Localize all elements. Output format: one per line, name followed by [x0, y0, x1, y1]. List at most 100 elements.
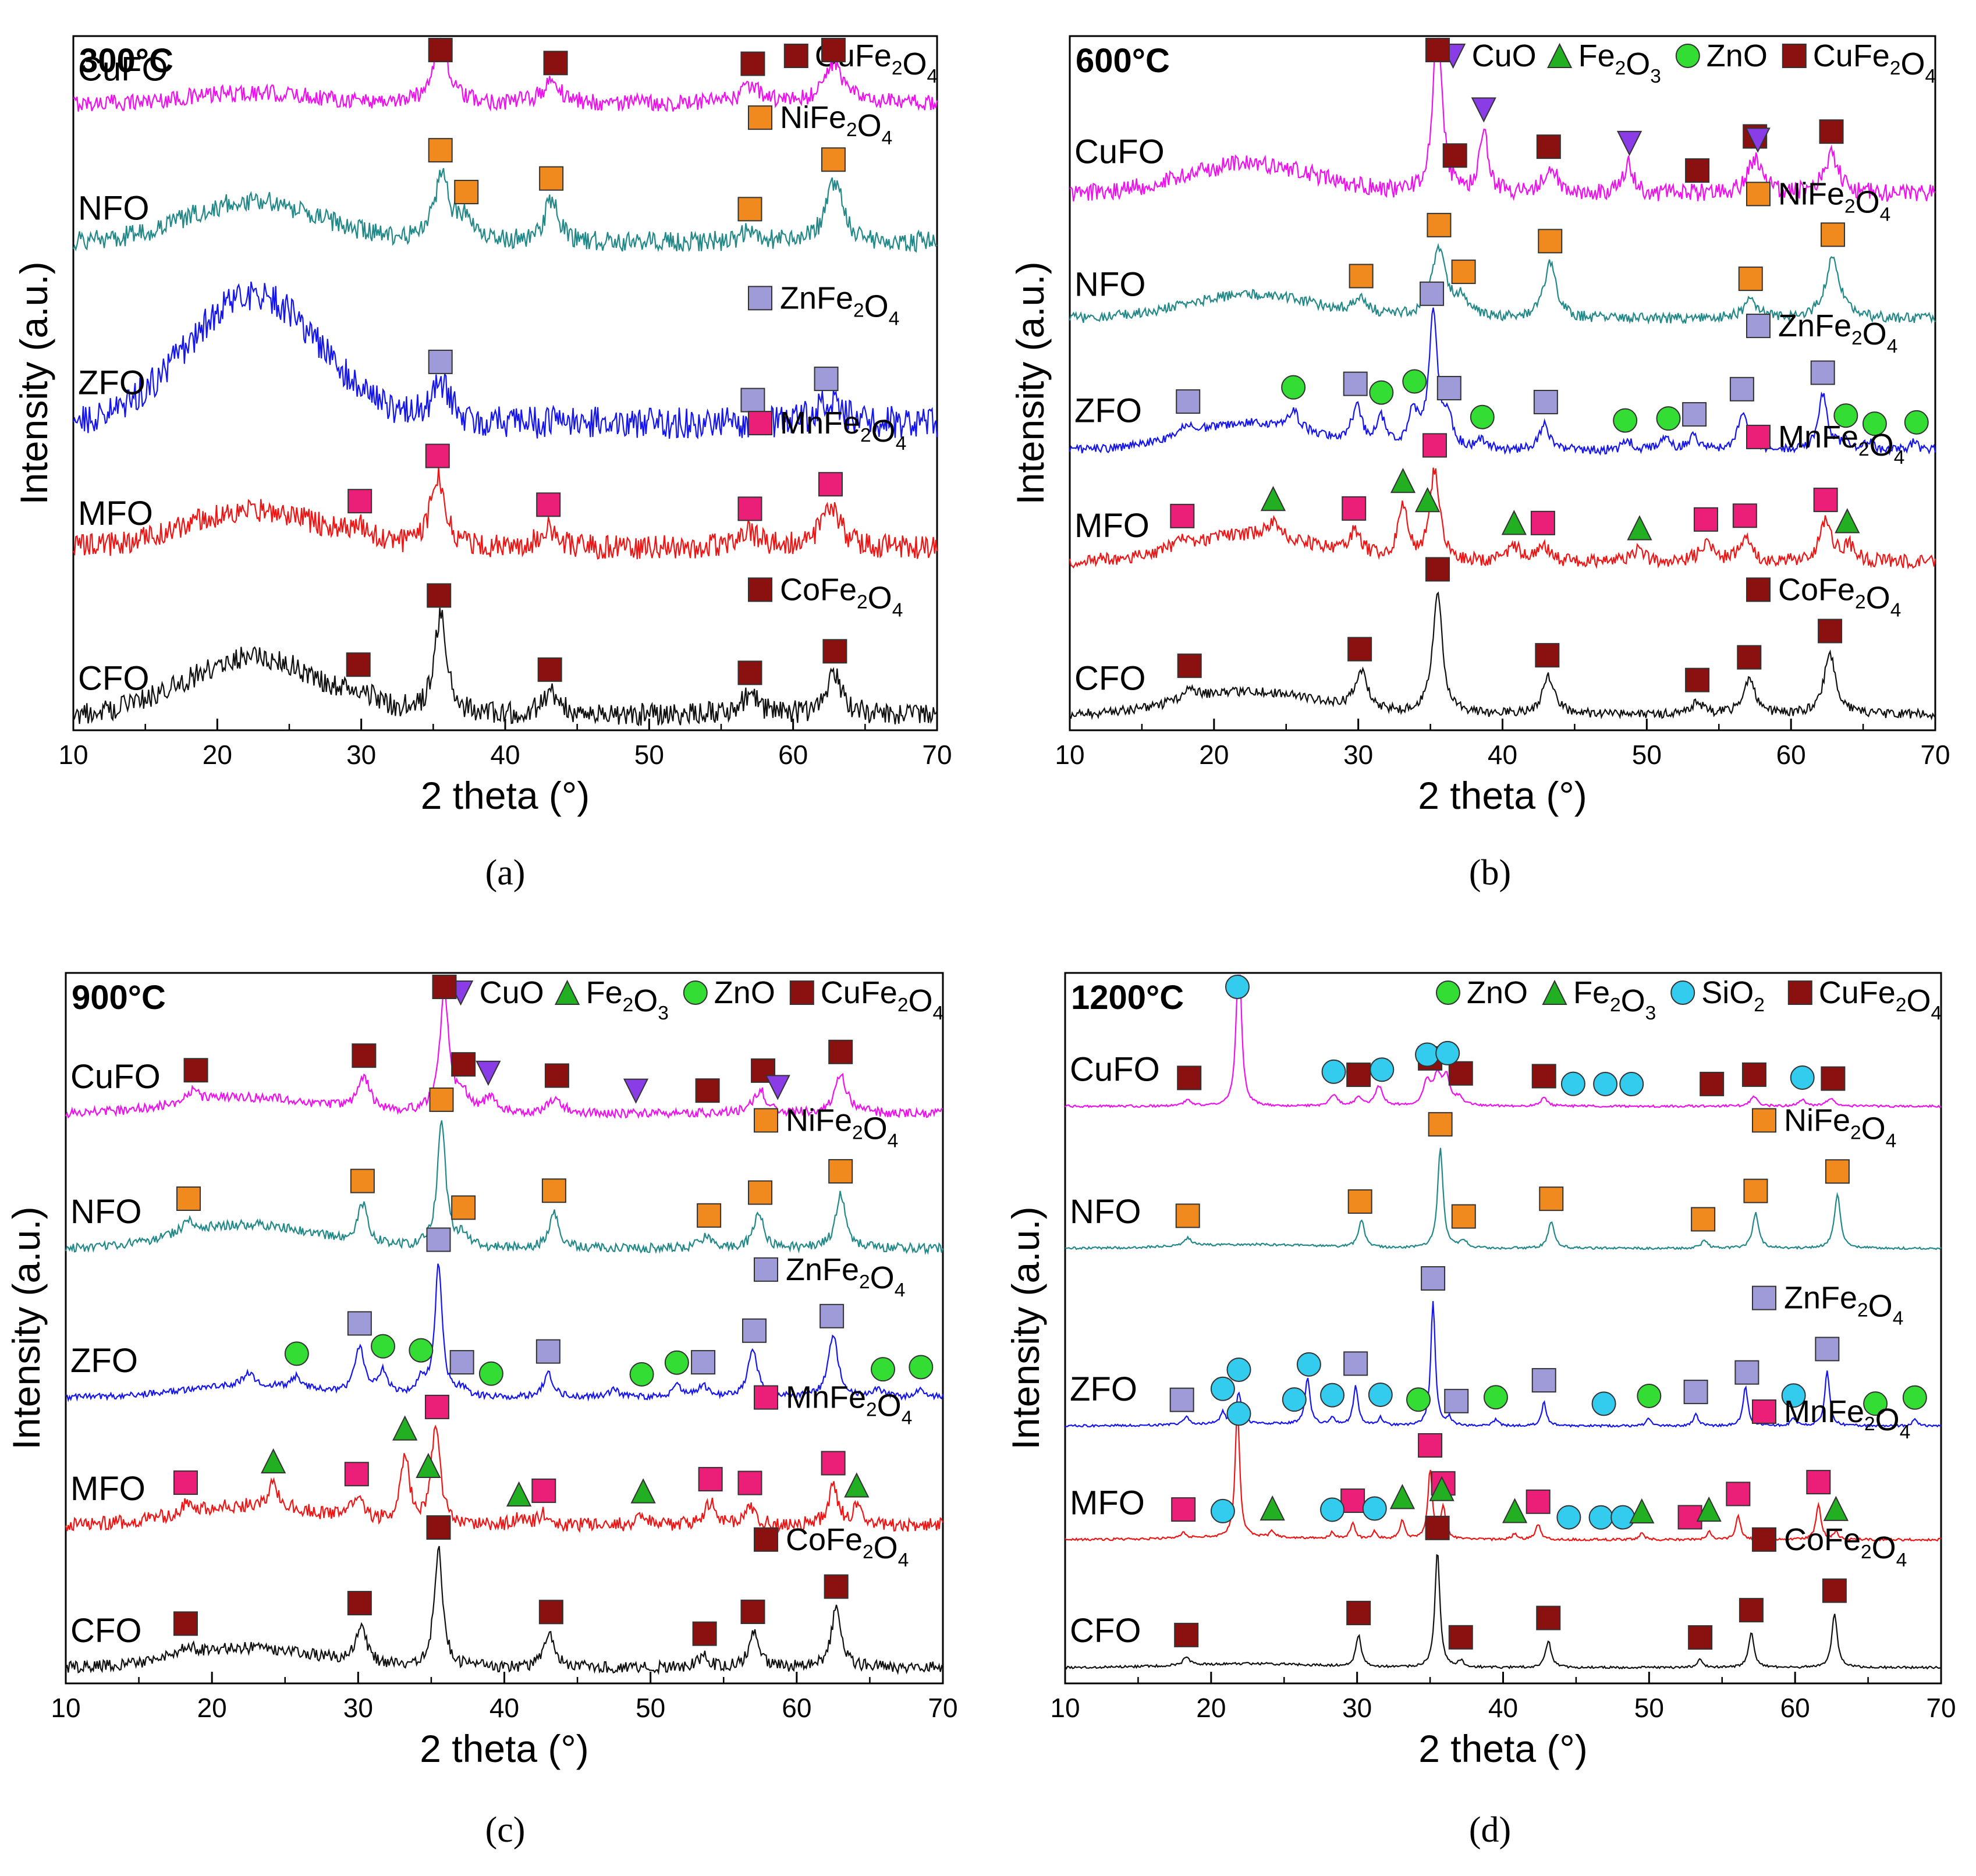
xrd-pattern-cfo: [65, 1545, 943, 1675]
phase-marker: [531, 1478, 556, 1503]
phase-marker: [449, 1350, 474, 1375]
phase-marker: [828, 1039, 853, 1064]
sample-label: CuFO: [1070, 1051, 1160, 1089]
phase-marker: [1677, 1505, 1702, 1530]
x-tick-label: 20: [1196, 1693, 1226, 1723]
x-tick-label: 10: [1050, 1693, 1080, 1723]
phase-marker: [416, 1452, 441, 1479]
phase-marker: [173, 1611, 198, 1636]
xrd-pattern-nfo: [1069, 243, 1936, 325]
legend-marker: [1782, 44, 1807, 68]
phase-marker: [1745, 127, 1771, 153]
legend-label: CuFe2O4: [1813, 38, 1936, 87]
phase-marker: [1610, 1505, 1636, 1530]
sample-label: CFO: [78, 659, 149, 697]
xrd-pattern-mfo: [73, 467, 938, 560]
phase-marker: [1738, 267, 1763, 292]
phase-marker: [1530, 510, 1555, 535]
temperature-label: 300°C: [79, 42, 173, 80]
phase-marker: [1810, 360, 1835, 385]
phase-marker: [1210, 1498, 1235, 1523]
phase-marker: [623, 1078, 649, 1104]
sample-label: MFO: [70, 1470, 146, 1508]
series-legend-label: CoFe2O4: [1778, 572, 1901, 621]
panel-caption: (d): [1469, 1810, 1511, 1850]
phase-marker: [765, 1075, 790, 1100]
phase-marker: [1425, 1515, 1450, 1540]
x-tick-label: 40: [1488, 1693, 1518, 1723]
phase-marker: [1904, 410, 1929, 435]
phase-marker: [428, 138, 453, 163]
phase-marker: [1225, 975, 1250, 999]
phase-marker: [1435, 1040, 1460, 1065]
sample-label: CFO: [1074, 659, 1145, 697]
phase-marker: [284, 1341, 309, 1366]
phase-marker: [426, 1515, 451, 1540]
phase-marker: [1685, 667, 1710, 692]
phase-marker: [1448, 1625, 1473, 1650]
series-legend-marker: [748, 286, 772, 311]
panel-caption: (c): [485, 1810, 526, 1850]
phase-marker: [1226, 1357, 1251, 1382]
legend-marker: [1436, 980, 1460, 1005]
panel-4: 10 20 30 40 50 60 70 2 theta (°) Intensity (a.u.…: [1004, 972, 1956, 1850]
legend-marker: [783, 44, 808, 68]
phase-marker: [1501, 510, 1527, 535]
phase-marker: [1637, 1383, 1662, 1408]
xrd-pattern-cufo: [65, 993, 943, 1119]
phase-marker: [1863, 1391, 1888, 1416]
sample-label: CFO: [70, 1612, 141, 1650]
legend-label: CuO: [1472, 38, 1537, 73]
sample-label: NFO: [78, 189, 149, 227]
phase-marker: [427, 583, 452, 608]
phase-marker: [821, 147, 846, 172]
series-legend-marker: [1752, 1527, 1776, 1552]
phase-marker: [1743, 1178, 1768, 1203]
phase-marker: [1343, 1351, 1368, 1376]
phase-marker: [1436, 376, 1461, 401]
phase-marker: [1226, 1401, 1251, 1426]
sample-label: NFO: [1070, 1193, 1141, 1231]
phase-marker: [820, 1303, 845, 1328]
phase-marker: [451, 1195, 476, 1220]
legend-label: CuFe2O4: [1819, 975, 1942, 1024]
phase-marker: [1741, 1062, 1766, 1087]
phase-marker: [1402, 369, 1427, 394]
panel-2: 10 20 30 40 50 60 70 2 theta (°) Intensity (a.u.…: [1009, 35, 1950, 893]
legend-marker: [1542, 979, 1567, 1005]
temperature-label: 600°C: [1076, 42, 1170, 80]
phase-marker: [1260, 486, 1286, 511]
phase-marker: [1656, 406, 1681, 431]
x-tick-label: 70: [1920, 740, 1950, 770]
phase-marker: [1696, 1496, 1722, 1522]
phase-marker: [1321, 1059, 1346, 1084]
series-legend-marker: [754, 1108, 778, 1133]
legend-label: ZnO: [1707, 38, 1768, 73]
phase-marker: [1169, 1387, 1194, 1412]
phase-marker: [1682, 402, 1707, 427]
phase-marker: [1629, 1498, 1655, 1524]
phase-marker: [1442, 143, 1467, 168]
phase-marker: [426, 1227, 451, 1252]
xrd-pattern-mfo: [65, 1424, 944, 1533]
phase-marker: [541, 1178, 566, 1203]
x-axis-title: 2 theta (°): [420, 1727, 589, 1770]
phase-marker: [1471, 97, 1496, 123]
phase-marker: [1175, 1203, 1200, 1228]
plot-frame: [1069, 35, 1936, 731]
legend-marker: [789, 980, 814, 1005]
phase-marker: [691, 1350, 716, 1375]
series-legend-label: NiFe2O4: [1784, 1103, 1896, 1152]
phase-marker: [1815, 1337, 1840, 1362]
x-tick-label: 20: [1199, 740, 1229, 770]
phase-marker: [695, 1078, 720, 1103]
phase-marker: [1685, 158, 1710, 183]
x-tick-label: 10: [1055, 740, 1084, 770]
phase-marker: [1428, 1112, 1453, 1137]
legend-label: CuO: [480, 975, 544, 1010]
xrd-pattern-zfo: [1065, 1301, 1942, 1429]
series-legend-label: ZnFe2O4: [780, 280, 899, 329]
phase-marker: [347, 1311, 372, 1336]
phase-marker: [537, 657, 562, 682]
x-tick-label: 20: [203, 740, 232, 770]
